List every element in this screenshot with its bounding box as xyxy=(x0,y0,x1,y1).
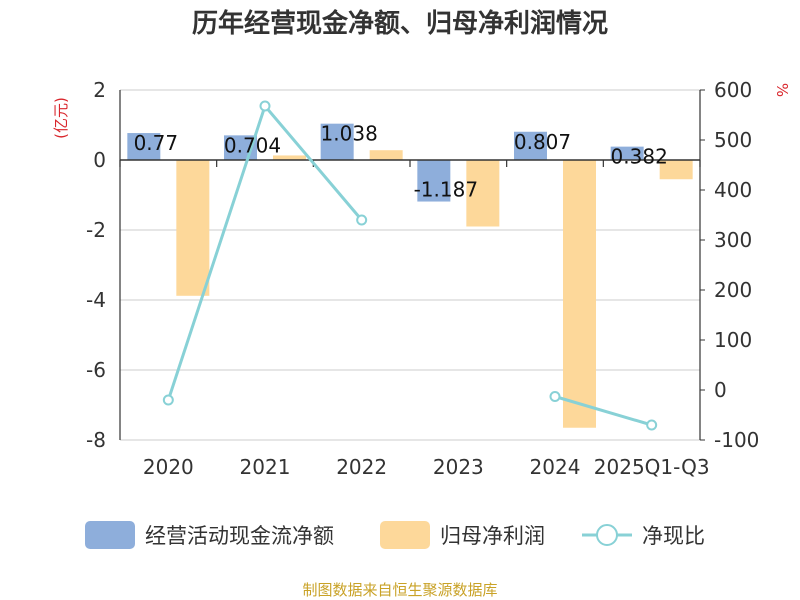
x-tick-label: 2024 xyxy=(530,455,581,479)
profit-bar-2020 xyxy=(176,160,210,296)
legend-label: 归母净利润 xyxy=(440,524,545,548)
cashflow-label-2021: 0.704 xyxy=(224,133,281,157)
right-tick-label: 600 xyxy=(714,78,752,102)
ratio-point-2024 xyxy=(549,391,561,402)
x-tick-label: 2025Q1-Q3 xyxy=(594,455,710,479)
right-tick-label: 0 xyxy=(714,378,727,402)
x-tick-label: 2022 xyxy=(336,455,387,479)
chart-title: 历年经营现金净额、归母净利润情况 xyxy=(192,8,608,39)
left-tick-label: 0 xyxy=(93,148,106,172)
cashflow-bar-2024 xyxy=(514,131,547,160)
profit-bar-2021 xyxy=(273,155,306,160)
cashflow-label-2022: 1.038 xyxy=(321,122,378,146)
ratio-point-2022 xyxy=(356,214,368,226)
cashflow-label-2024: 0.807 xyxy=(514,130,571,154)
profit-bar-2025Q1-Q3 xyxy=(659,160,693,180)
cashflow-bar-2023 xyxy=(417,160,451,202)
left-tick-label: 2 xyxy=(93,78,106,102)
left-tick-label: -6 xyxy=(86,358,106,382)
right-tick-label: 300 xyxy=(714,228,752,252)
right-axis-unit: % xyxy=(773,83,791,97)
right-tick-label: 200 xyxy=(714,278,752,302)
legend-label: 经营活动现金流净额 xyxy=(145,524,334,548)
cashflow-bar-2022 xyxy=(320,123,354,160)
cashflow-label-2023: -1.187 xyxy=(414,178,478,202)
ratio-point-2025Q1-Q3 xyxy=(646,419,658,431)
bars xyxy=(127,123,693,428)
left-tick-label: -4 xyxy=(86,288,106,312)
ratio-line xyxy=(162,100,658,431)
ratio-line-segment xyxy=(554,395,653,427)
x-tick-label: 2020 xyxy=(143,455,194,479)
left-axis-unit: (亿元) xyxy=(52,97,70,139)
right-tick-label: 100 xyxy=(714,328,752,352)
legend-label: 净现比 xyxy=(642,524,705,548)
right-tick-label: 500 xyxy=(714,128,752,152)
profit-bar-2024 xyxy=(563,160,596,428)
legend-swatch xyxy=(380,521,430,549)
ratio-point-2021 xyxy=(259,100,271,112)
legend-marker xyxy=(596,524,618,546)
legend: 经营活动现金流净额 归母净利润 净现比 xyxy=(85,521,705,549)
ratio-point-2020 xyxy=(162,394,174,406)
x-tick-label: 2023 xyxy=(433,455,484,479)
data-labels: 0.77 0.704 1.038 -1.187 0.807 0.382 xyxy=(134,122,668,202)
source-note: 制图数据来自恒生聚源数据库 xyxy=(302,581,497,599)
cashflow-label-2025Q1-Q3: 0.382 xyxy=(611,145,668,169)
cashflow-bar-2025Q1-Q3 xyxy=(610,146,644,160)
x-axis-ticks: 2020 2021 2022 2023 2024 2025Q1-Q3 xyxy=(143,455,710,479)
left-axis-ticks: 2 0 -2 -4 -6 -8 xyxy=(86,78,106,452)
left-tick-label: -2 xyxy=(86,218,106,242)
legend-swatch xyxy=(85,521,135,549)
right-axis-ticks: 600 500 400 300 200 100 0 -100 xyxy=(700,78,759,452)
profit-bar-2022 xyxy=(369,150,403,160)
left-tick-label: -8 xyxy=(86,428,106,452)
cashflow-label-2020: 0.77 xyxy=(134,131,179,155)
right-tick-label: 400 xyxy=(714,178,752,202)
cashflow-bar-2020 xyxy=(127,133,161,160)
axes xyxy=(119,90,701,440)
profit-bar-2023 xyxy=(466,160,500,227)
right-tick-label: -100 xyxy=(714,428,759,452)
x-tick-label: 2021 xyxy=(240,455,291,479)
